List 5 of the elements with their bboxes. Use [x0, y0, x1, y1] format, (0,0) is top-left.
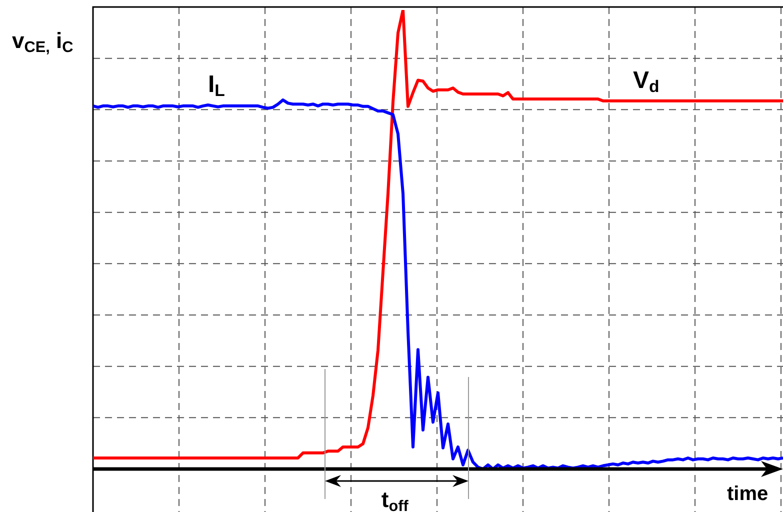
y-axis-title: v$_{CE,}$ i$_{C}$ [12, 28, 74, 56]
x-axis-title: time [727, 483, 768, 505]
series-label: I$_{L}$ [208, 71, 225, 100]
text: t$_{off}$ [381, 487, 408, 512]
series-label: V$_{d}$ [633, 66, 660, 96]
